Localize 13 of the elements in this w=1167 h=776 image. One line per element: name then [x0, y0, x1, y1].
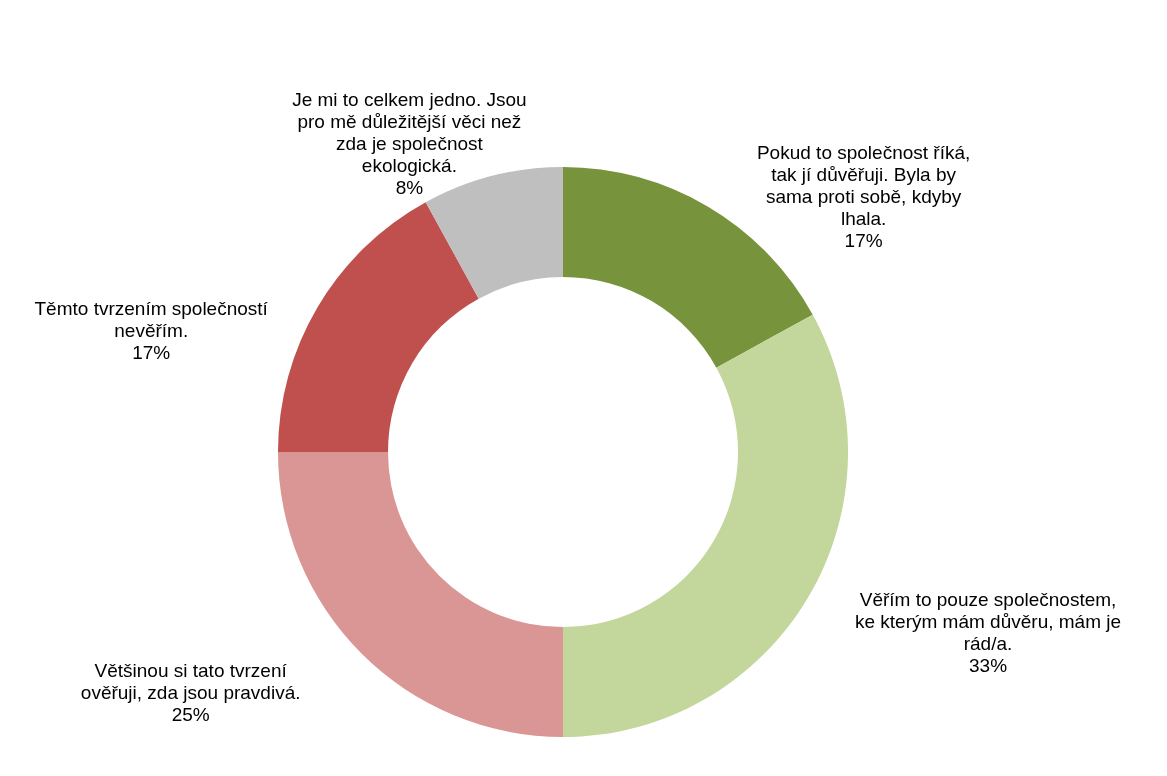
- slice-label: Většinou si tato tvrzení ověřuji, zda jsou pravdivá.: [80, 660, 301, 704]
- data-label: 33%: [969, 654, 1008, 676]
- slice-label: Těmto tvrzením společností nevěřím.: [34, 297, 269, 341]
- donut-slice: [278, 202, 479, 452]
- slice-label: Pokud to společnost říká, tak jí důvěřuji. Byla by sama proti sobě, kdyby lhala.: [756, 141, 971, 229]
- slice-label: Je mi to celkem jedno. Jsou pro mě důležitější věci než zda je společnost ekologická.: [292, 89, 527, 177]
- donut-slice: [563, 314, 848, 737]
- slice-label: Věřím to pouze společnostem, ke kterým mám důvěru, mám je rád/a.: [854, 588, 1122, 654]
- data-label: 25%: [171, 704, 210, 726]
- data-label: 17%: [844, 229, 883, 251]
- data-label: 8%: [395, 177, 424, 199]
- data-label: 17%: [132, 341, 171, 363]
- donut-slice: [563, 167, 813, 368]
